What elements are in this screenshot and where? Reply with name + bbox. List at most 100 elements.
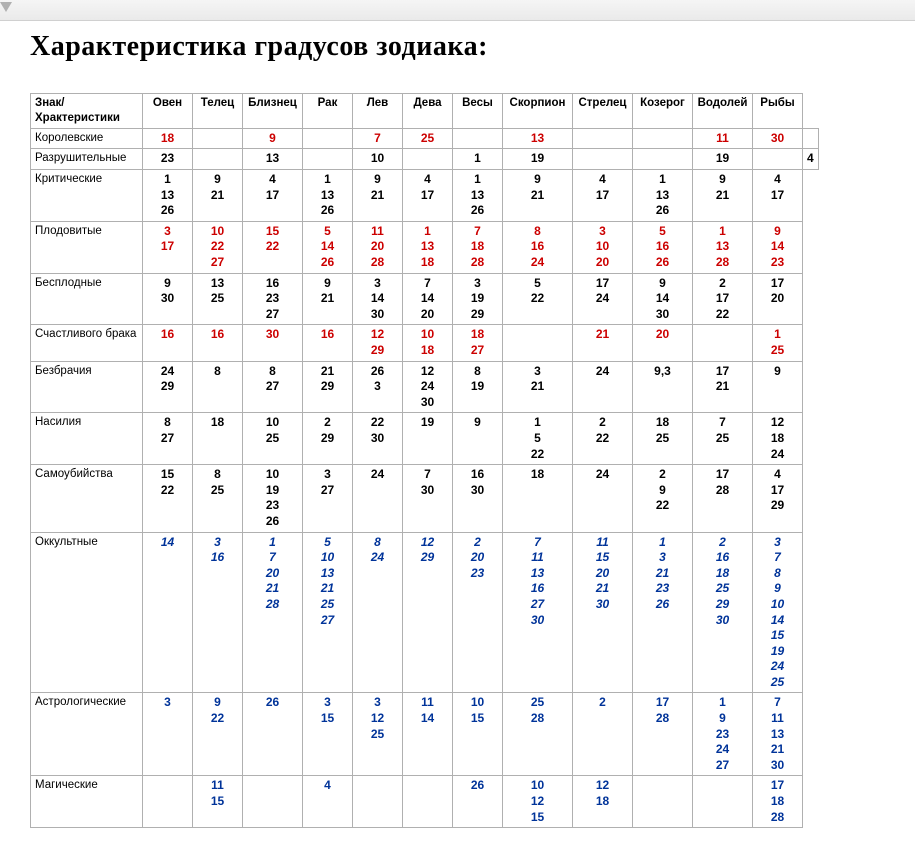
cell-value: 17 — [577, 188, 628, 204]
cell-value: 24 — [147, 364, 188, 380]
table-cell: 930 — [143, 273, 193, 325]
table-cell: 71828 — [453, 221, 503, 273]
cell-value: 13 — [307, 566, 348, 582]
cell-value: 14 — [407, 711, 448, 727]
cell-value: 1 — [757, 327, 798, 343]
table-cell: 2922 — [633, 465, 693, 532]
table-cell — [143, 776, 193, 828]
row-label: Оккультные — [31, 532, 143, 693]
cell-value: 3 — [357, 276, 398, 292]
cell-value: 2 — [577, 415, 628, 431]
cell-value: 7 — [757, 695, 798, 711]
cell-value: 28 — [247, 597, 298, 613]
cell-value: 3 — [307, 695, 348, 711]
table-body: Королевские189725131130Разрушительные231… — [31, 128, 819, 827]
cell-value: 30 — [147, 291, 188, 307]
table-cell — [803, 128, 819, 149]
cell-value: 24 — [577, 291, 628, 307]
cell-value: 22 — [357, 415, 398, 431]
cell-value: 19 — [457, 379, 498, 395]
cell-value: 26 — [147, 203, 188, 219]
cell-value: 30 — [457, 483, 498, 499]
table-cell: 1522 — [503, 413, 573, 465]
cell-value: 13 — [507, 131, 568, 147]
cell-value: 7 — [407, 467, 448, 483]
cell-value: 9 — [697, 711, 748, 727]
cell-value: 18 — [697, 566, 748, 582]
table-row: Самоубийства1522825101923263272473016301… — [31, 465, 819, 532]
table-cell: 2528 — [503, 693, 573, 776]
cell-value: 12 — [577, 778, 628, 794]
table-cell: 16 — [193, 325, 243, 361]
cell-value: 1 — [247, 535, 298, 551]
table-cell: 417 — [403, 170, 453, 222]
cell-value: 25 — [697, 581, 748, 597]
cell-value: 11 — [577, 535, 628, 551]
zodiac-degrees-table: Знак/ Храктеристики Овен Телец Близнец Р… — [30, 93, 819, 828]
cell-value: 17 — [757, 188, 798, 204]
cell-value: 11 — [757, 711, 798, 727]
cell-value: 25 — [307, 597, 348, 613]
cell-value: 11 — [197, 778, 238, 794]
table-cell: 4 — [803, 149, 819, 170]
table-cell — [453, 128, 503, 149]
cell-value: 15 — [307, 711, 348, 727]
cell-value: 16 — [197, 550, 238, 566]
cell-value: 28 — [507, 711, 568, 727]
cell-value: 3 — [357, 379, 398, 395]
cell-value: 2 — [577, 695, 628, 711]
cell-value: 29 — [407, 550, 448, 566]
table-cell: 2230 — [353, 413, 403, 465]
cell-value: 21 — [357, 188, 398, 204]
table-cell — [633, 776, 693, 828]
table-cell: 24 — [573, 465, 633, 532]
table-cell: 31430 — [353, 273, 403, 325]
cell-value: 7 — [407, 276, 448, 292]
cell-value: 9 — [697, 172, 748, 188]
cell-value: 10 — [247, 467, 298, 483]
header-sign: Скорпион — [503, 94, 573, 129]
cell-value: 9 — [757, 224, 798, 240]
table-cell: 1827 — [453, 325, 503, 361]
table-cell: 8 — [193, 361, 243, 413]
table-cell: 1522 — [243, 221, 303, 273]
header-sign: Водолей — [693, 94, 753, 129]
table-cell: 921 — [193, 170, 243, 222]
header-sign: Рыбы — [753, 94, 803, 129]
cell-value: 9 — [757, 364, 798, 380]
table-cell: 24 — [353, 465, 403, 532]
cell-value: 9 — [357, 172, 398, 188]
cell-value: 2 — [697, 535, 748, 551]
table-cell: 1018 — [403, 325, 453, 361]
cell-value: 16 — [697, 550, 748, 566]
cell-value: 17 — [407, 188, 448, 204]
cell-value: 30 — [407, 395, 448, 411]
cell-value: 7 — [697, 415, 748, 431]
cell-value: 5 — [507, 431, 568, 447]
cell-value: 23 — [697, 727, 748, 743]
cell-value: 1 — [507, 415, 568, 431]
cell-value: 21 — [307, 364, 348, 380]
cell-value: 18 — [407, 255, 448, 271]
cell-value: 30 — [757, 758, 798, 774]
table-cell: 922 — [193, 693, 243, 776]
cell-value: 9 — [757, 581, 798, 597]
cell-value: 22 — [697, 307, 748, 323]
row-label: Насилия — [31, 413, 143, 465]
header-sign: Козерог — [633, 94, 693, 129]
cell-value: 18 — [507, 467, 568, 483]
cell-value: 5 — [307, 535, 348, 551]
cell-value: 26 — [357, 364, 398, 380]
table-cell: 101215 — [503, 776, 573, 828]
cell-value: 10 — [757, 597, 798, 613]
table-row: Безбрачия242988272129263122430819321249,… — [31, 361, 819, 413]
cell-value: 28 — [697, 255, 748, 271]
cell-value: 21 — [757, 742, 798, 758]
cell-value: 17 — [697, 364, 748, 380]
table-cell: 1825 — [633, 413, 693, 465]
cell-value: 23 — [457, 566, 498, 582]
table-cell: 26 — [453, 776, 503, 828]
table-row: Счастливого брака16163016122910181827212… — [31, 325, 819, 361]
table-cell: 824 — [353, 532, 403, 693]
cell-value: 2 — [697, 276, 748, 292]
